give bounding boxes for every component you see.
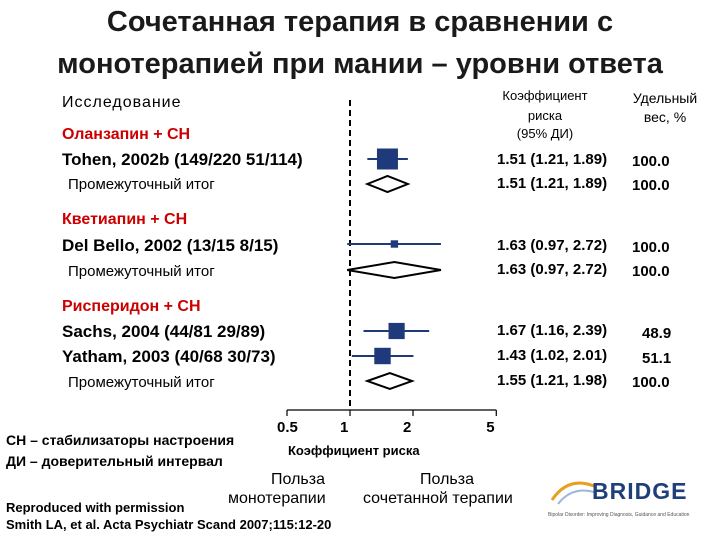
subtotal-olanzapine-ci: 1.51 (1.21, 1.89)	[497, 175, 608, 192]
footnote-di: ДИ – доверительный интервал	[6, 453, 223, 469]
subtotal-diamond	[364, 174, 411, 194]
subtotal-diamond	[364, 371, 416, 391]
study-yatham-weight: 51.1	[642, 350, 672, 367]
bridge-logo: BRIDGE Bipolar Disorder: Improving Diagn…	[548, 472, 716, 534]
subtotal-quetiapine-weight: 100.0	[632, 263, 670, 280]
subtotal-diamond	[347, 260, 442, 280]
subtotal-risperidone-weight: 100.0	[632, 374, 670, 391]
bridge-logo-tagline: Bipolar Disorder: Improving Diagnosis, G…	[548, 512, 690, 518]
favors-combo-line1: Польза	[420, 471, 474, 488]
point-estimate-square	[374, 347, 391, 365]
favors-combo-line2: сочетанной терапии	[363, 490, 513, 507]
rr-header-line3: (95% ДИ)	[516, 126, 574, 141]
subtotal-quetiapine-label: Промежуточный итог	[68, 263, 215, 280]
weight-header-line1: Удельный	[632, 90, 698, 106]
footnote-sn: СН – стабилизаторы настроения	[6, 432, 235, 448]
study-delbello-weight: 100.0	[632, 239, 670, 256]
study-sachs-weight: 48.9	[642, 325, 672, 342]
rr-header-line1: Коэффициент	[502, 88, 588, 103]
tick-label-2: 2	[403, 419, 412, 436]
study-column-header: Исследование	[62, 94, 182, 111]
bridge-swoosh-icon	[550, 481, 595, 505]
study-sachs-label: Sachs, 2004 (44/81 29/89)	[62, 322, 266, 341]
subtotal-olanzapine-weight: 100.0	[632, 177, 670, 194]
rr-header-line2: риска	[527, 108, 563, 123]
favors-mono-line1: Польза	[271, 471, 325, 488]
reproduced-note: Reproduced with permission	[6, 500, 185, 515]
tick-label-0.5: 0.5	[277, 419, 298, 436]
study-delbello-ci: 1.63 (0.97, 2.72)	[497, 237, 608, 254]
point-estimate-square	[376, 148, 398, 170]
subtotal-risperidone-ci: 1.55 (1.21, 1.98)	[497, 372, 608, 389]
group-quetiapine-label: Кветиапин + СН	[62, 211, 188, 228]
point-estimate-square	[388, 322, 405, 340]
bridge-logo-text: BRIDGE	[592, 478, 688, 504]
study-yatham-ci: 1.43 (1.02, 2.01)	[497, 347, 608, 364]
study-tohen-label: Tohen, 2002b (149/220 51/114)	[62, 150, 303, 169]
slide-title-line2: монотерапией при мании – уровни ответа	[57, 48, 663, 80]
slide-title-line1: Сочетанная терапия в сравнении с	[106, 6, 614, 38]
study-tohen-ci: 1.51 (1.21, 1.89)	[497, 151, 608, 168]
subtotal-olanzapine-label: Промежуточный итог	[68, 176, 215, 193]
favors-mono-line2: монотерапии	[228, 490, 326, 507]
group-olanzapine-label: Оланзапин + СН	[62, 126, 191, 143]
subtotal-risperidone-label: Промежуточный итог	[68, 374, 215, 391]
study-tohen-weight: 100.0	[632, 153, 670, 170]
group-risperidone-label: Рисперидон + СН	[62, 298, 201, 315]
point-estimate-square	[390, 240, 399, 248]
citation: Smith LA, et al. Acta Psychiatr Scand 20…	[6, 517, 332, 532]
tick-label-1: 1	[340, 419, 349, 436]
study-delbello-label: Del Bello, 2002 (13/15 8/15)	[62, 236, 279, 255]
study-markers	[347, 148, 442, 391]
subtotal-quetiapine-ci: 1.63 (0.97, 2.72)	[497, 261, 608, 278]
study-sachs-ci: 1.67 (1.16, 2.39)	[497, 322, 608, 339]
x-axis-ticks	[286, 410, 497, 416]
weight-header-line2: вес, %	[643, 109, 687, 125]
tick-label-5: 5	[486, 419, 495, 436]
x-axis-label: Коэффициент риска	[288, 443, 420, 458]
study-yatham-label: Yatham, 2003 (40/68 30/73)	[62, 347, 276, 366]
